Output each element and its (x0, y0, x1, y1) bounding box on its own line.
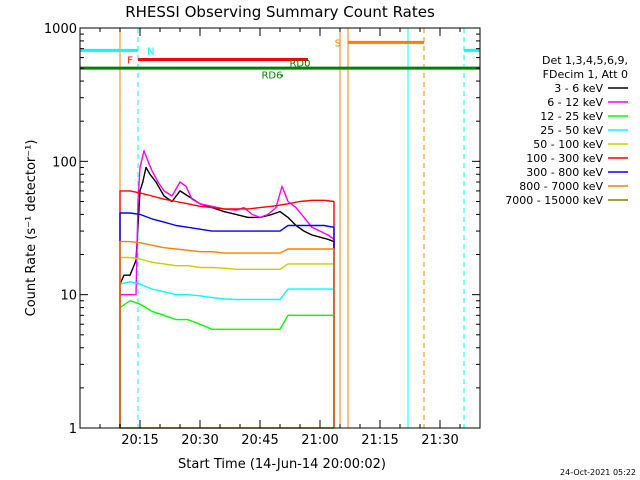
series-line-6 (119, 212, 335, 428)
y-tick-label-2: 100 (52, 155, 77, 170)
x-tick-label-2: 20:45 (241, 433, 278, 448)
flag-label-0: N (147, 46, 154, 57)
legend-label-7: 800 - 7000 keV (519, 180, 603, 193)
y-tick-label-1: 10 (60, 289, 77, 304)
x-tick-label-1: 20:30 (181, 433, 218, 448)
x-axis-label: Start Time (14-Jun-14 20:00:02) (178, 457, 386, 472)
series-line-7 (119, 240, 335, 428)
chart-title: RHESSI Observing Summary Count Rates (125, 3, 435, 21)
date-stamp: 24-Oct-2021 05:22 (560, 468, 636, 477)
legend-label-5: 100 - 300 keV (526, 152, 603, 165)
legend-label-6: 300 - 800 keV (526, 166, 603, 179)
plot-frame (79, 27, 481, 429)
legend: Det 1,3,4,5,6,9,FDecim 1, Att 03 - 6 keV… (505, 54, 628, 207)
flag-label-2: S (335, 38, 341, 49)
flag-label-1: F (127, 56, 133, 67)
series-line-2 (119, 300, 335, 428)
legend-label-0: 3 - 6 keV (554, 82, 603, 95)
annotation-1: RD6 (261, 71, 282, 82)
y-axis-label: Count Rate (s⁻¹ detector⁻¹) (24, 140, 39, 317)
y-tick-label-0: 1 (69, 422, 77, 437)
series-line-3 (119, 281, 335, 428)
rd6-marker (281, 74, 283, 77)
series-line-5 (119, 190, 335, 428)
legend-label-8: 7000 - 15000 keV (505, 194, 603, 207)
series-line-0 (119, 166, 335, 428)
legend-header-0: Det 1,3,4,5,6,9, (542, 54, 628, 67)
x-tick-label-0: 20:15 (121, 433, 158, 448)
legend-header-1: FDecim 1, Att 0 (543, 68, 628, 81)
series-line-1 (119, 150, 335, 428)
legend-label-2: 12 - 25 keV (540, 110, 603, 123)
x-tick-label-5: 21:30 (421, 433, 458, 448)
x-tick-label-3: 21:00 (301, 433, 338, 448)
legend-label-1: 6 - 12 keV (547, 96, 603, 109)
legend-label-3: 25 - 50 keV (540, 124, 603, 137)
y-tick-label-3: 1000 (44, 22, 77, 37)
legend-label-4: 50 - 100 keV (533, 138, 603, 151)
series-line-4 (119, 256, 335, 428)
x-tick-label-4: 21:15 (361, 433, 398, 448)
annotation-0: RD0 (289, 59, 310, 70)
